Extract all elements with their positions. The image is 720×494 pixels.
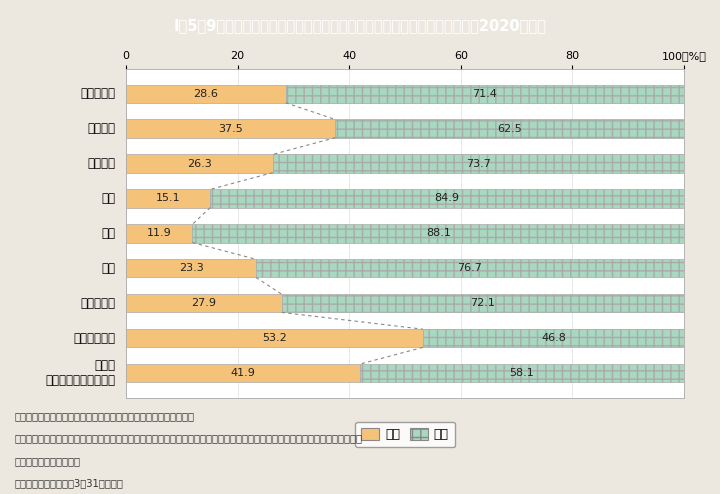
Bar [126,120,336,138]
Text: 72.1: 72.1 [470,298,495,308]
Bar [126,224,192,243]
Text: 46.8: 46.8 [541,333,566,343]
Bar [423,329,684,347]
Bar [282,294,684,312]
Bar [273,155,684,172]
Bar [336,120,684,138]
Text: 27.9: 27.9 [192,298,216,308]
Text: 62.5: 62.5 [498,124,522,133]
Bar [210,189,684,207]
Bar [126,329,423,347]
Bar [360,364,684,382]
Text: I－5－9図　専門分野別に見た大学等の研究本務者の男女別割合（令和２（2020）年）: I－5－9図 専門分野別に見た大学等の研究本務者の男女別割合（令和２（2020）… [174,18,546,34]
Text: 41.9: 41.9 [230,368,256,378]
Bar [286,84,684,103]
Text: 23.3: 23.3 [179,263,203,273]
Text: 37.5: 37.5 [218,124,243,133]
Text: ２．「大学等」は，大学の学部（大学院の研究科を含む。），短期大学，高等専門学校，大学附置研究所及び大学共同利: ２．「大学等」は，大学の学部（大学院の研究科を含む。），短期大学，高等専門学校，… [14,434,362,444]
Text: 11.9: 11.9 [147,228,171,239]
Bar [126,294,282,312]
Text: 71.4: 71.4 [472,88,498,99]
Text: 73.7: 73.7 [466,159,491,168]
Text: 28.6: 28.6 [194,88,218,99]
Text: 53.2: 53.2 [262,333,287,343]
Text: ３．令和２年3月31日現在。: ３．令和２年3月31日現在。 [14,478,123,489]
Bar [126,84,286,103]
Bar [126,364,360,382]
Bar [126,189,210,207]
Text: 用機関等。: 用機関等。 [14,456,80,466]
Text: 84.9: 84.9 [435,194,459,204]
Text: 58.1: 58.1 [510,368,534,378]
Bar [126,155,273,172]
Bar [126,259,256,278]
Text: 76.7: 76.7 [458,263,482,273]
Bar [256,259,684,278]
Text: （備考）１．総務省「科学技術研究調査」（令和２年）より作成。: （備考）１．総務省「科学技術研究調査」（令和２年）より作成。 [14,411,194,421]
Text: 15.1: 15.1 [156,194,181,204]
Text: 88.1: 88.1 [426,228,451,239]
Legend: 女性, 男性: 女性, 男性 [355,421,455,447]
Bar [192,224,684,243]
Text: 26.3: 26.3 [187,159,212,168]
